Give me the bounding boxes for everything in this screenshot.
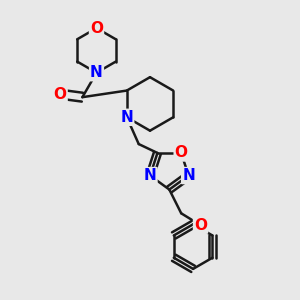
Text: N: N [121,110,133,125]
Text: O: O [175,146,188,160]
Text: O: O [54,87,67,102]
Text: N: N [182,168,195,183]
Text: N: N [90,65,103,80]
Text: N: N [144,168,157,183]
Text: O: O [90,21,103,36]
Text: O: O [194,218,207,233]
